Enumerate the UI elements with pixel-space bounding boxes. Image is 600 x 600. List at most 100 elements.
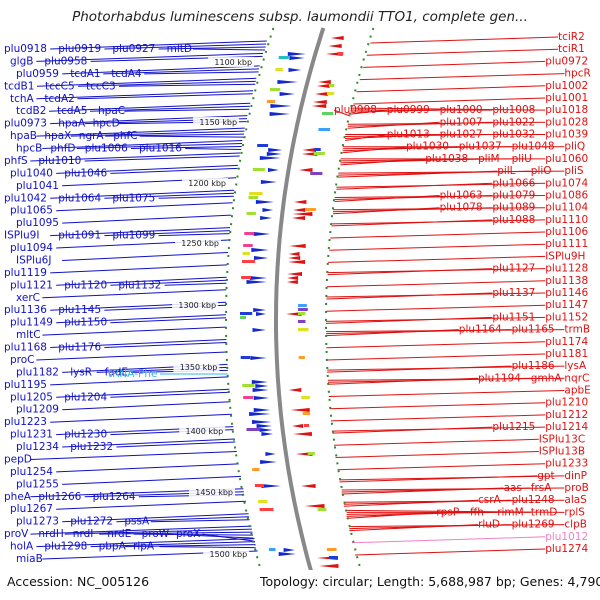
gene-label[interactable]: gpt <box>537 470 554 482</box>
gene-label[interactable]: plu1264 <box>93 491 136 503</box>
gene-label[interactable]: proX <box>176 528 200 540</box>
gene-label[interactable]: plu1046 <box>64 167 107 179</box>
gene-label[interactable]: plu1136 <box>4 304 47 316</box>
gene-label[interactable]: plu1145 <box>58 304 101 316</box>
gene-label[interactable]: plu1010 <box>38 155 81 167</box>
gene-label[interactable]: pliU <box>512 153 532 165</box>
gene-label[interactable]: plu1231 <box>10 429 53 441</box>
gene-label[interactable]: plu0972 <box>545 55 588 67</box>
gene-label[interactable]: tcdA5 <box>57 105 87 117</box>
gene-label[interactable]: pliM <box>478 153 500 165</box>
gene-label[interactable]: rpsP <box>436 506 459 518</box>
gene-label[interactable]: plu1248 <box>512 494 555 506</box>
gene-label[interactable]: ISPlu9I <box>4 230 39 242</box>
gene-label[interactable]: pbpA <box>99 541 127 553</box>
gene-label[interactable]: plu1176 <box>58 342 101 354</box>
gene-label[interactable]: plu1204 <box>64 391 107 403</box>
gene-label[interactable]: plu1064 <box>58 192 101 204</box>
gene-label[interactable]: pepD <box>4 454 32 466</box>
gene-label[interactable]: plu1013 <box>387 129 430 141</box>
gene-label[interactable]: plu1195 <box>4 379 47 391</box>
gene-label[interactable]: pssA <box>124 516 150 528</box>
gene-label[interactable]: plu1030 <box>406 141 449 153</box>
gene-label[interactable]: hpaB <box>10 130 37 142</box>
gene-label[interactable]: plu1038 <box>425 153 468 165</box>
gene-label[interactable]: plu1223 <box>4 416 47 428</box>
gene-label[interactable]: glgB <box>10 55 33 67</box>
gene-label[interactable]: plu1174 <box>545 336 588 348</box>
gene-label[interactable]: dinP <box>564 470 587 482</box>
gene-label[interactable]: nrdH <box>38 528 63 540</box>
gene-label[interactable]: plu1151 <box>492 311 535 323</box>
gene-label[interactable]: plu1012 <box>545 531 588 543</box>
gene-label[interactable]: ffh <box>470 506 484 518</box>
gene-label[interactable]: plu1164 <box>459 324 502 336</box>
gene-label[interactable]: plu1039 <box>545 129 588 141</box>
gene-label[interactable]: plu1214 <box>545 421 588 433</box>
gene-label[interactable]: plu1273 <box>16 516 59 528</box>
gene-label[interactable]: plu1106 <box>545 226 588 238</box>
gene-label[interactable]: pliS <box>564 165 583 177</box>
gene-label[interactable]: plu1152 <box>545 311 588 323</box>
gene-label[interactable]: nrdI <box>73 528 94 540</box>
gene-label[interactable]: tcdA1 <box>70 68 100 80</box>
gene-label[interactable]: plu1001 <box>545 92 588 104</box>
gene-label[interactable]: frsA <box>531 482 552 494</box>
gene-label[interactable]: ISPlu13C <box>539 433 585 445</box>
gene-label[interactable]: plu1088 <box>492 214 535 226</box>
gene-label[interactable]: plu1147 <box>545 299 588 311</box>
gene-label[interactable]: plu1095 <box>16 217 59 229</box>
gene-label[interactable]: plu1209 <box>16 404 59 416</box>
gene-label[interactable]: pheA <box>4 491 32 503</box>
gene-label[interactable]: plu0958 <box>44 55 87 67</box>
trna-label[interactable]: tRNA-Phe <box>108 368 157 380</box>
gene-label[interactable]: rlpA <box>133 541 155 553</box>
gene-label[interactable]: plu1120 <box>64 279 107 291</box>
gene-label[interactable]: gmhA <box>531 372 563 384</box>
gene-label[interactable]: plu1210 <box>545 397 588 409</box>
gene-label[interactable]: aas <box>504 482 522 494</box>
gene-label[interactable]: plu1150 <box>64 317 107 329</box>
gene-label[interactable]: plu1138 <box>545 275 588 287</box>
gene-label[interactable]: plu1186 <box>512 360 555 372</box>
gene-label[interactable]: plu1128 <box>545 263 588 275</box>
gene-label[interactable]: miaB <box>16 553 43 565</box>
gene-label[interactable]: plu1027 <box>440 129 483 141</box>
gene-label[interactable]: tccC5 <box>45 80 75 92</box>
gene-label[interactable]: plu1000 <box>440 104 483 116</box>
gene-label[interactable]: plu1215 <box>492 421 535 433</box>
gene-label[interactable]: trmB <box>564 324 590 336</box>
gene-label[interactable]: tcdA4 <box>111 68 142 80</box>
gene-label[interactable]: pliQ <box>564 141 585 153</box>
gene-label[interactable]: plu1065 <box>10 205 53 217</box>
gene-label[interactable]: xerC <box>16 292 40 304</box>
gene-label[interactable]: tccC3 <box>86 80 116 92</box>
gene-label[interactable]: plu1048 <box>512 141 555 153</box>
gene-label[interactable]: phfD <box>50 143 75 155</box>
gene-label[interactable]: plu1230 <box>64 429 107 441</box>
gene-label[interactable]: plu1016 <box>139 143 182 155</box>
gene-label[interactable]: plu1037 <box>459 141 502 153</box>
gene-label[interactable]: csrA <box>478 494 502 506</box>
gene-label[interactable]: plu1041 <box>16 180 59 192</box>
gene-label[interactable]: plu1234 <box>16 441 59 453</box>
gene-label[interactable]: plu1078 <box>440 202 483 214</box>
gene-label[interactable]: plu1063 <box>440 190 483 202</box>
gene-label[interactable]: plu1298 <box>44 541 87 553</box>
gene-label[interactable]: hpcB <box>16 143 42 155</box>
gene-label[interactable]: tciR2 <box>558 31 585 43</box>
gene-label[interactable]: plu1194 <box>478 372 521 384</box>
gene-label[interactable]: plu1269 <box>512 519 555 531</box>
gene-label[interactable]: plu1182 <box>16 366 59 378</box>
gene-label[interactable]: plu0927 <box>112 43 155 55</box>
gene-label[interactable]: plu1165 <box>512 324 555 336</box>
gene-label[interactable]: plu1254 <box>10 466 53 478</box>
gene-label[interactable]: plu1205 <box>10 391 53 403</box>
gene-label[interactable]: alaS <box>564 494 587 506</box>
gene-label[interactable]: plu1040 <box>10 167 53 179</box>
gene-label[interactable]: plu1212 <box>545 409 588 421</box>
gene-label[interactable]: rluD <box>478 519 500 531</box>
gene-label[interactable]: plu1266 <box>38 491 81 503</box>
gene-label[interactable]: ngrA <box>79 130 105 142</box>
gene-label[interactable]: plu1042 <box>4 192 47 204</box>
